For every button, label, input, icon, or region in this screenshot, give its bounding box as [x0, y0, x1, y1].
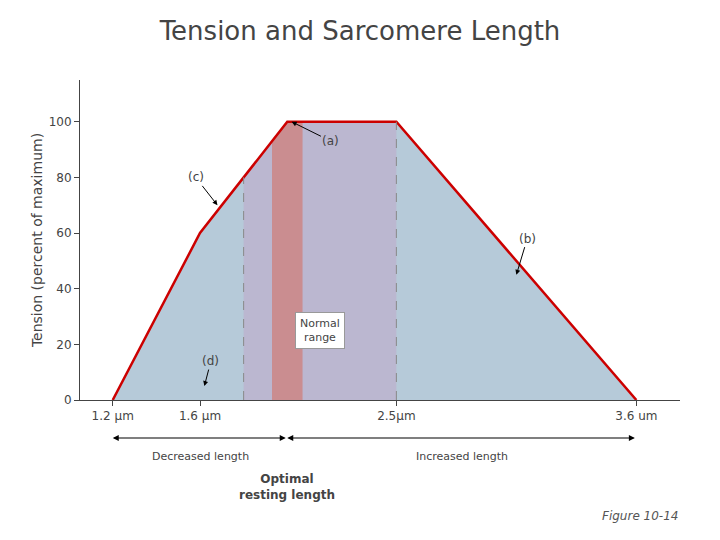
svg-text:0: 0	[64, 393, 72, 407]
svg-text:Normalrange: Normalrange	[300, 317, 340, 344]
svg-text:Decreased length: Decreased length	[152, 450, 249, 463]
svg-text:3.6 um: 3.6 um	[615, 409, 657, 423]
svg-text:Optimalresting length: Optimalresting length	[239, 472, 335, 502]
svg-text:1.2 µm: 1.2 µm	[92, 409, 134, 423]
svg-text:Figure 10-14: Figure 10-14	[602, 509, 678, 523]
svg-text:80: 80	[56, 171, 71, 185]
svg-text:40: 40	[56, 282, 71, 296]
svg-text:2.5µm: 2.5µm	[377, 409, 415, 423]
svg-text:1.6 µm: 1.6 µm	[179, 409, 221, 423]
svg-text:(d): (d)	[202, 354, 219, 368]
svg-text:60: 60	[56, 226, 71, 240]
svg-text:Tension (percent of maximum): Tension (percent of maximum)	[29, 133, 45, 348]
svg-text:(a): (a)	[322, 134, 339, 148]
svg-text:Increased length: Increased length	[416, 450, 508, 463]
svg-text:20: 20	[56, 338, 71, 352]
svg-text:(c): (c)	[188, 170, 204, 184]
svg-text:Tension and Sarcomere Length: Tension and Sarcomere Length	[159, 16, 561, 46]
svg-text:100: 100	[49, 115, 72, 129]
svg-text:(b): (b)	[519, 232, 536, 246]
